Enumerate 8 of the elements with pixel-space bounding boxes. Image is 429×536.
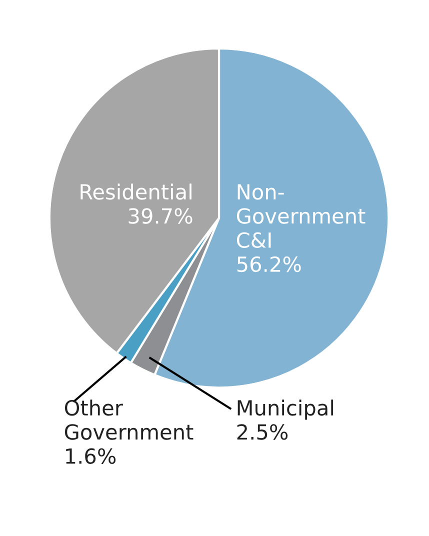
- data-label: 39.7%: [128, 208, 192, 224]
- slice-label: Other Government: [64, 400, 194, 440]
- data-label: 1.6%: [66, 448, 116, 464]
- data-label: 56.2%: [237, 256, 301, 272]
- slice-label: Residential: [80, 184, 192, 200]
- data-label: 2.5%: [237, 424, 288, 440]
- slice-label: Non- Government C&I: [236, 184, 366, 248]
- slice-label: Municipal: [238, 400, 334, 420]
